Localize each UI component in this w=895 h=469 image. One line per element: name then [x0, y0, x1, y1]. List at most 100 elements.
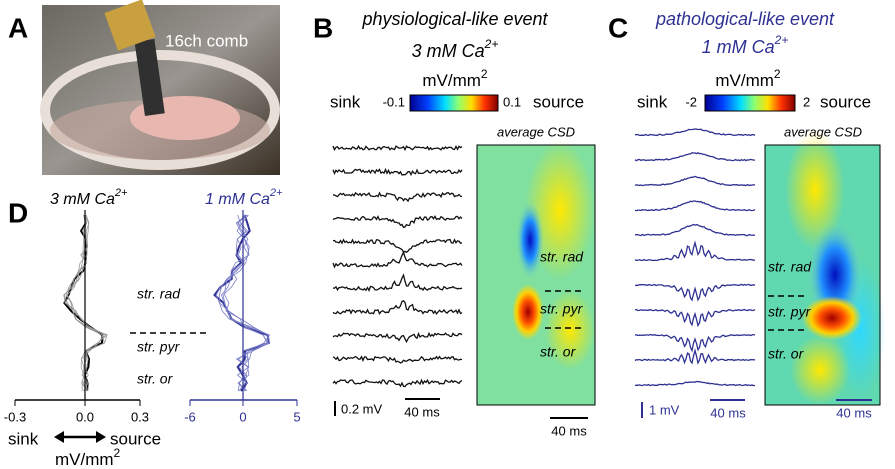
source-label: source: [110, 429, 161, 448]
trace: [332, 191, 463, 203]
scale-voltage: 1 mV: [649, 402, 680, 417]
trace: [634, 333, 756, 353]
trace: [634, 347, 756, 365]
text: mV/mm: [715, 71, 774, 90]
text: mV/mm: [422, 71, 481, 90]
trace: [332, 331, 463, 344]
annotation: 16ch comb: [165, 31, 248, 50]
colorbar: [409, 94, 499, 112]
layer-label: str. rad: [137, 286, 181, 302]
superscript: 2+: [484, 37, 499, 51]
panel-title: physiological-like event: [361, 9, 548, 29]
text: 1 mM Ca: [702, 37, 775, 57]
trace: [332, 355, 463, 364]
profile: [66, 214, 104, 392]
profiles: [63, 214, 271, 392]
tick-label: -6: [184, 409, 196, 424]
scale-time: 40 ms: [404, 404, 440, 419]
layer-label: str. pyr: [540, 301, 584, 317]
trace: [332, 167, 463, 177]
colorbar-left: sink: [330, 92, 361, 111]
layer-label: str. or: [540, 344, 577, 360]
trace: [634, 283, 756, 302]
layer-label: str. rad: [768, 259, 812, 275]
profile: [222, 214, 268, 392]
profile: [220, 214, 271, 392]
scale-time: 40 ms: [710, 405, 746, 420]
superscript: 2+: [114, 187, 128, 199]
colorbar-unit: mV/mm2: [715, 67, 781, 90]
superscript: 2: [774, 67, 781, 81]
layer-label: str. rad: [540, 249, 584, 265]
panel-label: B: [313, 12, 333, 43]
profile-title: 3 mM Ca2+: [50, 187, 128, 208]
panel-label: A: [8, 12, 28, 43]
superscript: 2+: [774, 33, 789, 47]
colorbar-right: source: [820, 92, 871, 111]
panel-title: pathological-like event: [655, 9, 835, 29]
scale-time: 40 ms: [551, 423, 587, 438]
photo: [40, 0, 280, 175]
text: 1 mM Ca: [205, 191, 270, 208]
trace: [332, 214, 463, 229]
csd-map: [764, 130, 885, 406]
axes: -0.3 0.0 0.3 -6 0 5: [4, 210, 301, 424]
csd-map: [476, 140, 596, 406]
colorbar-unit: mV/mm2: [422, 67, 488, 90]
scale-voltage: 0.2 mV: [341, 401, 383, 416]
profile: [63, 214, 104, 392]
superscript: 2: [481, 67, 488, 81]
traces: [634, 128, 756, 387]
superscript: 2: [114, 446, 121, 460]
trace: [634, 175, 756, 187]
panel-label: D: [8, 197, 28, 228]
profile-title: 1 mM Ca2+: [205, 187, 283, 208]
panel-label: C: [608, 12, 628, 43]
csd-title: average CSD: [497, 124, 575, 139]
text: 3 mM Ca: [50, 191, 115, 208]
colorbar-max: 0.1: [503, 94, 521, 109]
tick-label: -0.3: [4, 409, 26, 424]
trace: [634, 128, 756, 137]
colorbar-right: source: [533, 92, 584, 111]
layer-label: str. or: [768, 346, 805, 362]
trace: [332, 300, 463, 316]
trace: [634, 308, 756, 328]
profile: [63, 214, 107, 392]
tick-label: 0: [239, 409, 246, 424]
text: 3 mM Ca: [412, 41, 485, 61]
profile: [224, 214, 271, 392]
trace: [332, 250, 463, 269]
profile: [218, 214, 269, 392]
concentration: 3 mM Ca2+: [412, 37, 499, 61]
arrow: [54, 431, 106, 443]
tick-label: 5: [293, 409, 300, 424]
colorbar-max: 2: [803, 94, 810, 109]
trace: [634, 200, 756, 212]
profile: [66, 214, 105, 392]
colorbar-min: -0.1: [383, 94, 405, 109]
superscript: 2+: [269, 187, 283, 199]
layer-label: str. or: [137, 371, 174, 387]
trace: [634, 240, 756, 262]
layer-label: str. pyr: [768, 304, 812, 320]
trace: [634, 223, 756, 237]
scale-time: 40 ms: [836, 405, 872, 420]
unit-label: mV/mm2: [55, 446, 121, 469]
text: mV/mm: [55, 450, 114, 469]
tick-label: 0.0: [76, 409, 94, 424]
trace: [332, 273, 463, 292]
layer-label: str. pyr: [137, 339, 181, 355]
colorbar: [704, 94, 796, 112]
traces: [332, 144, 463, 388]
tick-label: 0.3: [131, 409, 149, 424]
colorbar-min: -2: [685, 94, 697, 109]
sink-label: sink: [8, 429, 39, 448]
concentration: 1 mM Ca2+: [702, 33, 789, 57]
trace: [332, 238, 463, 253]
trace: [332, 378, 463, 388]
trace: [634, 380, 756, 387]
trace: [634, 151, 756, 162]
trace: [332, 144, 463, 152]
